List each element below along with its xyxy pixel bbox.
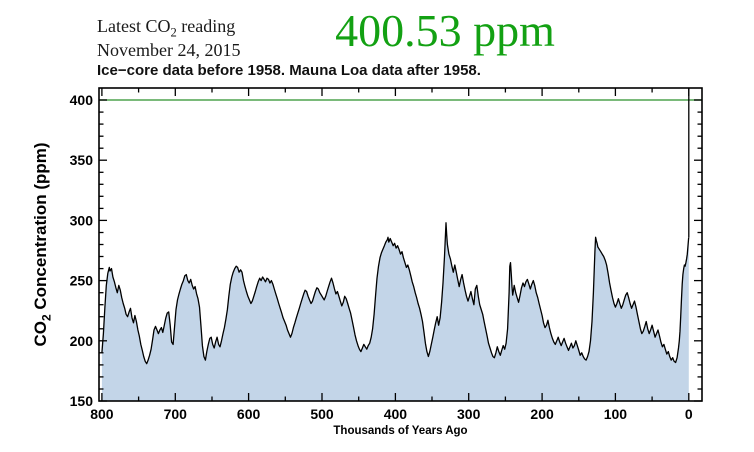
y-tick-label: 200 xyxy=(70,333,94,349)
y-axis-title: CO2 Concentration (ppm) xyxy=(31,142,54,346)
latest-reading-value: 400.53 ppm xyxy=(335,5,555,56)
x-tick-label: 400 xyxy=(384,406,408,422)
latest-reading-label: Latest CO2 reading xyxy=(97,17,235,39)
latest-label-subscript: 2 xyxy=(170,25,177,40)
latest-label-pre: Latest CO xyxy=(97,16,171,36)
x-tick-label: 200 xyxy=(530,406,554,422)
x-tick-label: 500 xyxy=(310,406,334,422)
x-tick-label: 100 xyxy=(604,406,628,422)
x-tick-label: 600 xyxy=(237,406,261,422)
y-tick-label: 250 xyxy=(70,273,94,289)
y-tick-label: 350 xyxy=(70,152,94,168)
x-axis-title: Thousands of Years Ago xyxy=(333,425,467,437)
y-tick-label: 150 xyxy=(70,393,94,409)
x-tick-label: 700 xyxy=(164,406,188,422)
co2-line xyxy=(101,222,690,365)
x-tick-label: 800 xyxy=(90,406,114,422)
x-tick-label: 300 xyxy=(457,406,481,422)
y-tick-label: 300 xyxy=(70,212,94,228)
co2-area xyxy=(101,222,689,401)
latest-reading-date: November 24, 2015 xyxy=(97,40,241,60)
latest-label-post: reading xyxy=(176,16,236,36)
y-tick-label: 400 xyxy=(70,92,94,108)
x-tick-label: 0 xyxy=(685,406,693,422)
chart-subtitle: Ice−core data before 1958. Mauna Loa dat… xyxy=(97,62,481,79)
